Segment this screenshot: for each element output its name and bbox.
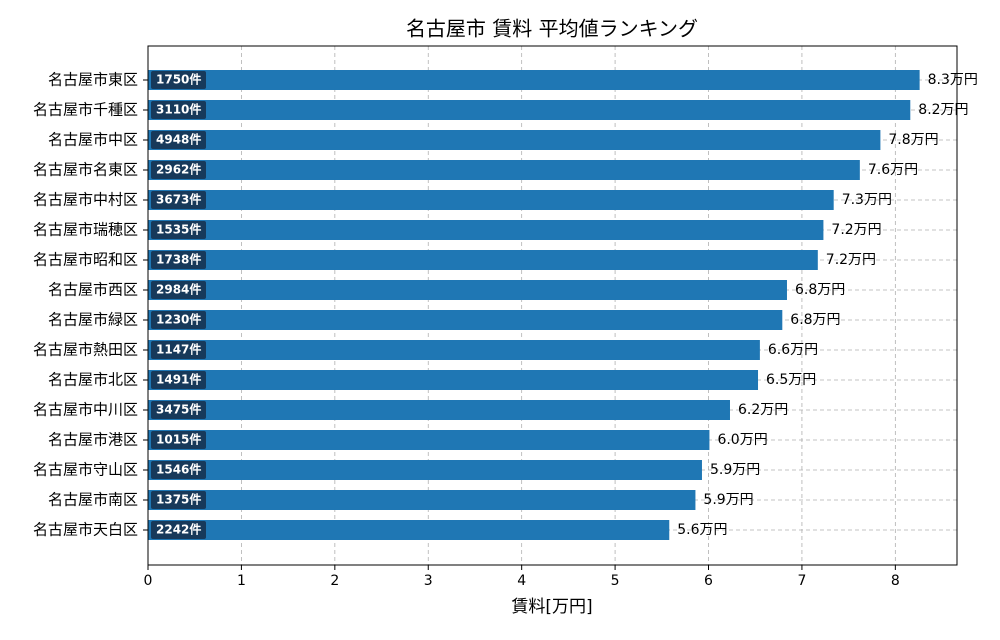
value-label: 7.2万円	[826, 252, 876, 268]
y-tick-label: 名古屋市緑区	[48, 311, 138, 329]
count-badge	[151, 101, 206, 119]
value-label: 7.3万円	[842, 192, 892, 208]
count-badge	[151, 71, 206, 89]
bar	[148, 220, 824, 240]
count-label: 3673件	[156, 192, 201, 207]
count-label: 1015件	[156, 432, 201, 447]
value-label: 6.5万円	[766, 372, 816, 388]
count-label: 1230件	[156, 312, 201, 327]
bar	[148, 190, 834, 210]
x-tick-label: 0	[144, 573, 153, 589]
count-badge	[151, 401, 206, 419]
count-badge	[151, 341, 206, 359]
value-label: 6.8万円	[790, 312, 840, 328]
count-badge	[151, 221, 206, 239]
y-tick-label: 名古屋市南区	[48, 491, 138, 509]
count-badge	[151, 521, 206, 539]
x-tick-label: 5	[611, 573, 620, 589]
y-tick-label: 名古屋市名東区	[33, 161, 138, 179]
y-tick-label: 名古屋市守山区	[33, 461, 138, 479]
value-label: 5.9万円	[710, 462, 760, 478]
count-badge	[151, 191, 206, 209]
bar	[148, 340, 760, 360]
bar	[148, 70, 920, 90]
count-badge	[151, 431, 206, 449]
y-tick-label: 名古屋市瑞穂区	[33, 221, 138, 239]
bar	[148, 160, 860, 180]
y-tick-label: 名古屋市中区	[48, 131, 138, 149]
count-label: 2242件	[156, 522, 201, 537]
count-label: 1535件	[156, 222, 201, 237]
value-label: 7.8万円	[888, 132, 938, 148]
count-label: 1375件	[156, 492, 201, 507]
count-badge	[151, 461, 206, 479]
y-tick-label: 名古屋市中川区	[33, 401, 138, 419]
value-label: 6.6万円	[768, 342, 818, 358]
value-label: 6.2万円	[738, 402, 788, 418]
y-tick-label: 名古屋市中村区	[33, 191, 138, 209]
bar	[148, 250, 818, 270]
value-label: 6.0万円	[717, 432, 767, 448]
plot-frame	[147, 45, 958, 566]
bar	[148, 100, 911, 120]
bar	[148, 400, 730, 420]
count-label: 1491件	[156, 372, 201, 387]
count-label: 4948件	[156, 132, 201, 147]
count-badge	[151, 311, 206, 329]
bar	[148, 130, 881, 150]
value-label: 8.3万円	[928, 72, 978, 88]
x-tick-label: 8	[891, 573, 900, 589]
y-tick-label: 名古屋市昭和区	[33, 251, 138, 269]
bar	[148, 490, 696, 510]
count-label: 1738件	[156, 252, 201, 267]
bar	[148, 430, 710, 450]
y-tick-label: 名古屋市港区	[48, 431, 138, 449]
count-label: 2962件	[156, 162, 201, 177]
count-badge	[151, 251, 206, 269]
y-tick-label: 名古屋市熱田区	[33, 341, 138, 359]
count-label: 1147件	[156, 342, 201, 357]
value-label: 5.9万円	[703, 492, 753, 508]
value-label: 5.6万円	[677, 522, 727, 538]
count-badge	[151, 491, 206, 509]
chart-title: 名古屋市 賃料 平均値ランキング	[406, 17, 698, 41]
count-label: 2984件	[156, 282, 201, 297]
count-label: 3110件	[156, 102, 201, 117]
x-tick-label: 2	[330, 573, 339, 589]
y-tick-label: 名古屋市千種区	[33, 101, 138, 119]
value-label: 7.6万円	[868, 162, 918, 178]
bar	[148, 460, 702, 480]
x-axis-label: 賃料[万円]	[511, 597, 592, 617]
y-tick-label: 名古屋市天白区	[33, 521, 138, 539]
count-badge	[151, 131, 206, 149]
bar	[148, 520, 670, 540]
value-label: 6.8万円	[795, 282, 845, 298]
y-tick-label: 名古屋市西区	[48, 281, 138, 299]
x-tick-label: 6	[704, 573, 713, 589]
x-tick-label: 7	[797, 573, 806, 589]
x-tick-label: 3	[424, 573, 433, 589]
count-label: 1750件	[156, 72, 201, 87]
bar	[148, 370, 759, 390]
bar	[148, 280, 787, 300]
count-label: 1546件	[156, 462, 201, 477]
x-tick-label: 1	[237, 573, 246, 589]
count-badge	[151, 371, 206, 389]
bar	[148, 310, 783, 330]
count-badge	[151, 161, 206, 179]
count-badge	[151, 281, 206, 299]
value-label: 8.2万円	[918, 102, 968, 118]
x-tick-label: 4	[517, 573, 526, 589]
y-tick-label: 名古屋市東区	[48, 71, 138, 89]
y-tick-label: 名古屋市北区	[48, 371, 138, 389]
count-label: 3475件	[156, 402, 201, 417]
value-label: 7.2万円	[831, 222, 881, 238]
